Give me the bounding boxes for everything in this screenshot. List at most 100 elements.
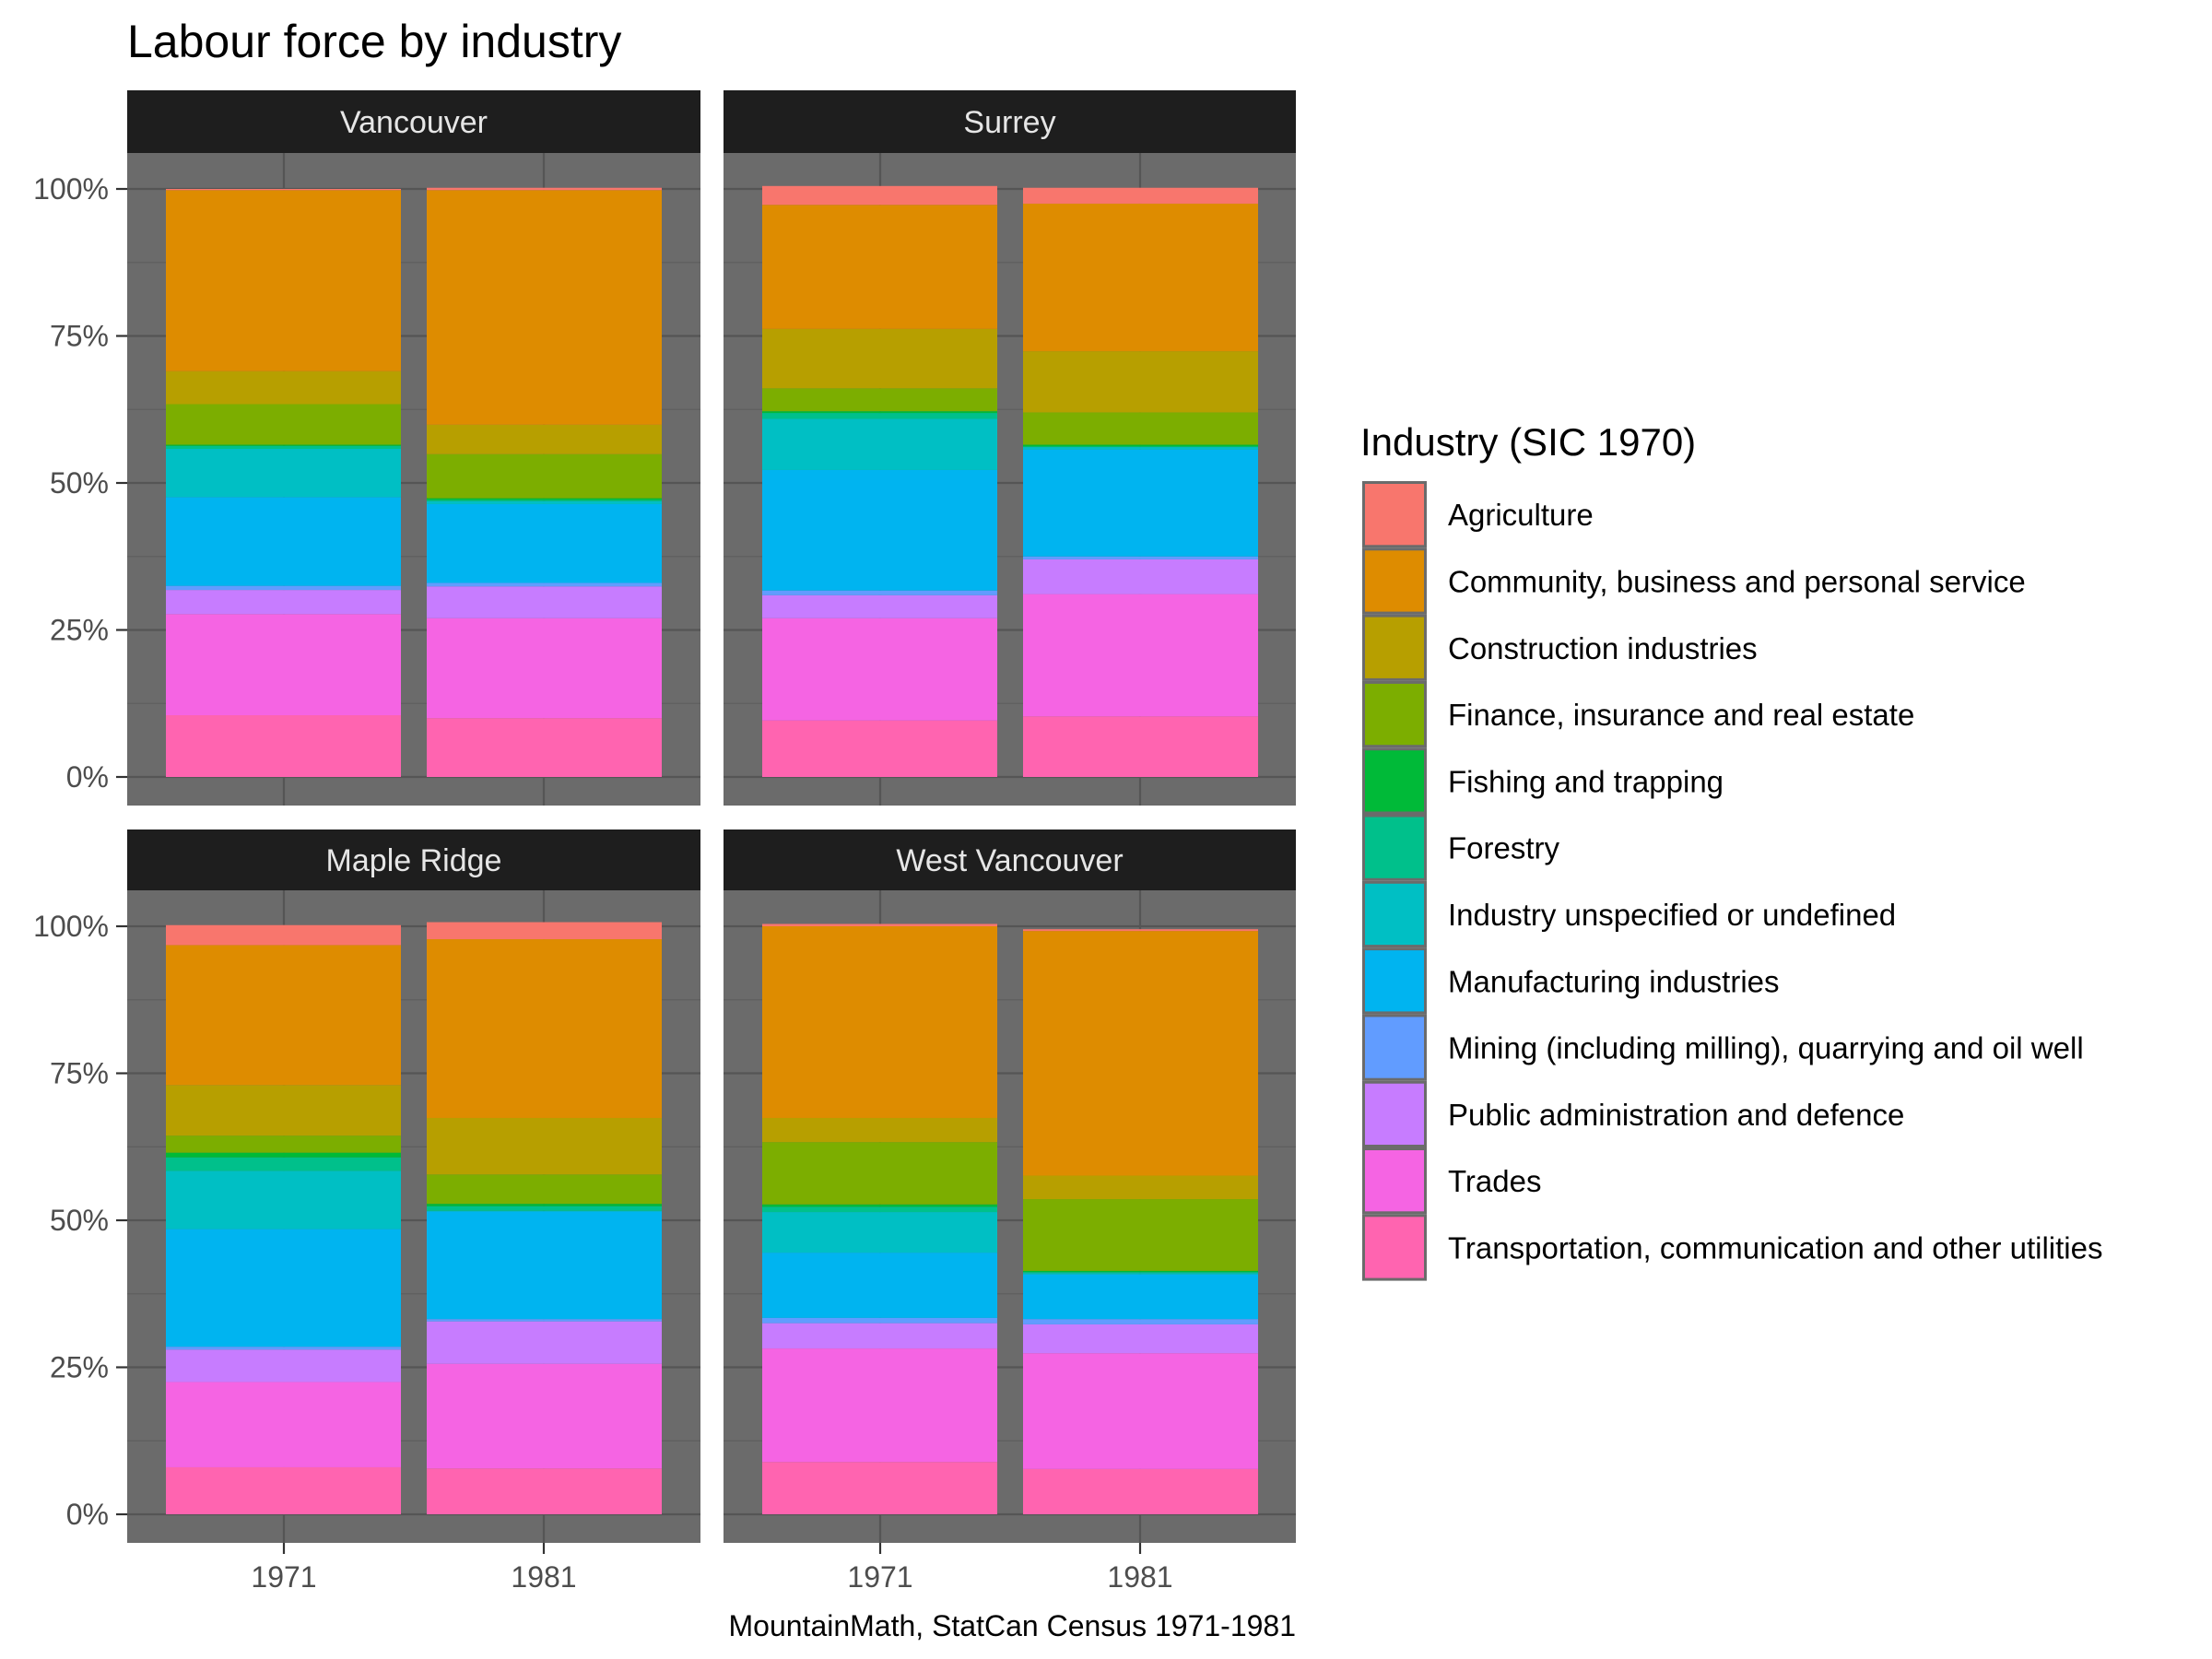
bar-segment-1981-construction [427, 424, 662, 454]
bar-segment-1981-public [427, 1321, 662, 1364]
bar-segment-1981-fishing [1023, 1270, 1258, 1273]
bar-segment-1971-public [762, 594, 997, 618]
bar-segment-1971-public [166, 590, 401, 615]
legend-key [1365, 550, 1424, 612]
bar-segment-1971-trades [166, 614, 401, 716]
bar-segment-1971-transportation [166, 1466, 401, 1514]
bar-segment-1981-industry [427, 1210, 662, 1212]
legend-label: Manufacturing industries [1448, 964, 1780, 998]
legend-key [1365, 484, 1424, 546]
panels: Vancouver 0% 25% 50% 75% 100% Surrey Maple Ridg… [33, 90, 1296, 1594]
bar-segment-1981-industry [1023, 447, 1258, 450]
y-tick-label: 50% [50, 1204, 109, 1237]
legend-label: Trades [1448, 1164, 1541, 1198]
bar-segment-1981-fishing [427, 1204, 662, 1206]
bar-segment-1971-industry [762, 1212, 997, 1253]
legend-key [1365, 1083, 1424, 1145]
legend-item: Agriculture [1362, 481, 1594, 548]
bar-segment-1981-construction [427, 1117, 662, 1175]
bar-segment-1981-finance [1023, 412, 1258, 445]
bar-segment-1981-transportation [427, 718, 662, 777]
y-tick-label: 50% [50, 466, 109, 500]
bar-segment-1981-finance [1023, 1199, 1258, 1271]
bar-segment-1971-manufacturing [762, 469, 997, 591]
legend-key [1365, 950, 1424, 1012]
y-tick-label: 75% [50, 320, 109, 353]
panel-maple-ridge: Maple Ridge 0% 25% 50% 75% 100% 1971 1981 [33, 830, 700, 1594]
bar-segment-1971-community [166, 945, 401, 1086]
facet-strip-label: Vancouver [340, 105, 488, 140]
bar-segment-1981-manufacturing [1023, 1274, 1258, 1320]
bar-segment-1981-manufacturing [1023, 449, 1258, 557]
legend-label: Industry unspecified or undefined [1448, 898, 1896, 932]
legend-item: Transportation, communication and other … [1362, 1214, 2102, 1281]
bar-segment-1981-public [1023, 559, 1258, 594]
bar-segment-1971-public [166, 1349, 401, 1382]
panel-surrey: Surrey [724, 90, 1296, 806]
y-tick-label: 25% [50, 1351, 109, 1384]
bar-segment-1981-trades [427, 1363, 662, 1469]
bar-segment-1981-forestry [1023, 446, 1258, 448]
legend-item: Finance, insurance and real estate [1362, 680, 1914, 748]
legend-item: Trades [1362, 1147, 1541, 1215]
bar-segment-1981-fishing [427, 498, 662, 500]
bar-segment-1971-finance [166, 1135, 401, 1153]
bar-segment-1971-forestry [166, 445, 401, 449]
bar-segment-1971-trades [762, 1348, 997, 1463]
legend-label: Mining (including milling), quarrying an… [1448, 1031, 2084, 1065]
bar-segment-1971-fishing [762, 1204, 997, 1207]
bar-segment-1971-agriculture [166, 924, 401, 946]
bar-segment-1971-transportation [166, 715, 401, 777]
legend-item: Public administration and defence [1362, 1080, 1904, 1147]
bar-segment-1981-fishing [1023, 444, 1258, 447]
bar-segment-1981-manufacturing [427, 503, 662, 583]
panel-west-vancouver: West Vancouver 1971 1981 [724, 830, 1296, 1594]
bar-segment-1981-trades [1023, 594, 1258, 717]
legend-label: Construction industries [1448, 631, 1758, 665]
bar-segment-1981-agriculture [1023, 929, 1258, 932]
legend-item: Industry unspecified or undefined [1362, 880, 1896, 948]
bar-segment-1981-transportation [1023, 716, 1258, 777]
bar-segment-1971-fishing [762, 411, 997, 414]
legend-label: Finance, insurance and real estate [1448, 698, 1914, 732]
x-tick-label: 1981 [511, 1560, 576, 1594]
bar-segment-1971-finance [762, 388, 997, 412]
bar-segment-1971-agriculture [166, 189, 401, 191]
bar-segment-1981-transportation [1023, 1468, 1258, 1514]
bar-segment-1971-construction [762, 1117, 997, 1143]
bar-segment-1971-transportation [762, 720, 997, 777]
x-tick-label: 1971 [251, 1560, 316, 1594]
legend-label: Fishing and trapping [1448, 764, 1724, 798]
bar-segment-1971-industry [762, 418, 997, 470]
legend-label: Public administration and defence [1448, 1098, 1904, 1132]
legend-key [1365, 817, 1424, 878]
bar-segment-1981-trades [1023, 1353, 1258, 1469]
bar-segment-1971-agriculture [762, 185, 997, 206]
bar-segment-1971-transportation [762, 1462, 997, 1514]
legend-title: Industry (SIC 1970) [1360, 420, 1696, 464]
bar-segment-1981-forestry [1023, 1272, 1258, 1274]
bar-segment-1971-public [762, 1323, 997, 1349]
facet-strip-label: West Vancouver [896, 843, 1123, 878]
bar-segment-1971-mining [166, 585, 401, 591]
bar-segment-1971-agriculture [762, 924, 997, 926]
bar-segment-1981-manufacturing [427, 1211, 662, 1320]
bar-segment-1981-forestry [427, 1206, 662, 1211]
facet-strip [724, 830, 1296, 890]
bar-segment-1971-mining [762, 590, 997, 595]
bar-segment-1971-community [762, 205, 997, 329]
legend-item: Forestry [1362, 814, 1560, 881]
legend-label: Forestry [1448, 831, 1560, 865]
legend-item: Fishing and trapping [1362, 747, 1724, 815]
bar-segment-1971-manufacturing [166, 1229, 401, 1347]
bar-segment-1981-community [427, 939, 662, 1118]
bar-segment-1971-construction [166, 371, 401, 405]
bar-segment-1971-mining [762, 1317, 997, 1324]
bar-segment-1971-industry [166, 1171, 401, 1230]
bar-segment-1971-forestry [762, 1206, 997, 1213]
bar-segment-1971-trades [166, 1382, 401, 1467]
y-tick-label: 75% [50, 1057, 109, 1090]
facet-strip [127, 90, 700, 153]
bar-segment-1971-forestry [166, 1157, 401, 1171]
